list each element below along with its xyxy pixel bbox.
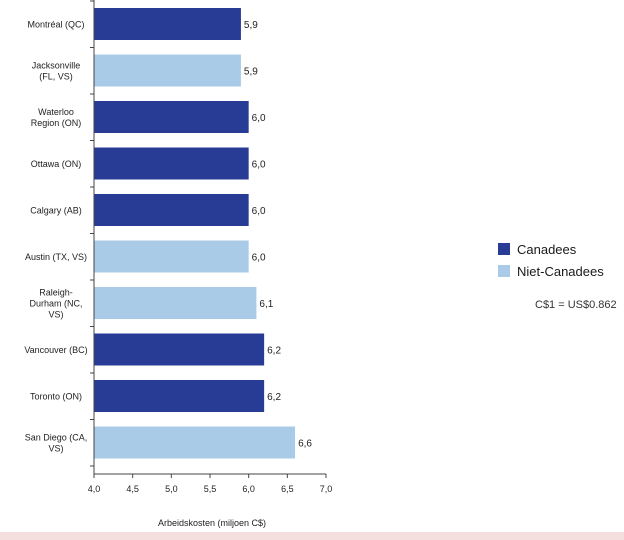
bar	[94, 287, 257, 319]
category-label: Jacksonville (FL, VS)	[32, 61, 81, 82]
bar-value-label: 6,6	[298, 439, 312, 450]
category-label: Montréal (QC)	[27, 20, 84, 30]
bar	[94, 333, 265, 366]
x-tick-label: 4,0	[88, 484, 101, 494]
bar	[94, 240, 249, 273]
category-label: Vancouver (BC)	[24, 345, 87, 355]
bottom-strip	[0, 532, 624, 540]
bar-value-label: 5,9	[244, 20, 258, 31]
legend-item-canadees: Canadees	[498, 238, 624, 260]
bar	[94, 8, 241, 40]
legend-label: Niet-Canadees	[517, 263, 604, 279]
category-label: Raleigh-Durham (NC, VS)	[29, 288, 82, 320]
x-axis-title: Arbeidskosten (miljoen C$)	[158, 518, 266, 528]
chart-legend: Canadees Niet-Canadees	[498, 238, 624, 282]
bar-value-label: 6,0	[252, 160, 266, 171]
bar-value-label: 6,0	[252, 206, 266, 217]
bar-value-label: 5,9	[244, 67, 258, 78]
bar	[94, 426, 296, 459]
bar	[94, 54, 241, 87]
bar-value-label: 6,0	[252, 113, 266, 124]
bar-value-label: 6,1	[259, 299, 273, 310]
bar-value-label: 6,2	[267, 346, 281, 357]
x-tick-label: 6,5	[281, 484, 294, 494]
category-label: Toronto (ON)	[30, 392, 82, 402]
x-tick-label: 5,5	[204, 484, 217, 494]
legend-swatch-canadees	[498, 243, 510, 255]
category-label: Ottawa (ON)	[31, 159, 82, 169]
bar	[94, 101, 249, 133]
legend-swatch-niet-canadees	[498, 265, 510, 277]
legend-item-niet-canadees: Niet-Canadees	[498, 260, 624, 282]
category-label: Austin (TX, VS)	[25, 252, 87, 262]
bar-value-label: 6,2	[267, 392, 281, 403]
exchange-rate-note: C$1 = US$0.862	[535, 299, 617, 311]
x-tick-label: 7,0	[320, 484, 333, 494]
bar	[94, 380, 265, 412]
bar-value-label: 6,0	[252, 253, 266, 264]
category-label: San Diego (CA, VS)	[25, 433, 88, 454]
x-tick-label: 5,0	[165, 484, 178, 494]
category-label: Calgary (AB)	[30, 206, 82, 216]
bar	[94, 194, 249, 226]
bar	[94, 147, 249, 180]
x-tick-label: 4,5	[126, 484, 139, 494]
legend-label: Canadees	[517, 241, 577, 257]
x-tick-label: 6,0	[242, 484, 255, 494]
category-label: Waterloo Region (ON)	[31, 107, 82, 128]
